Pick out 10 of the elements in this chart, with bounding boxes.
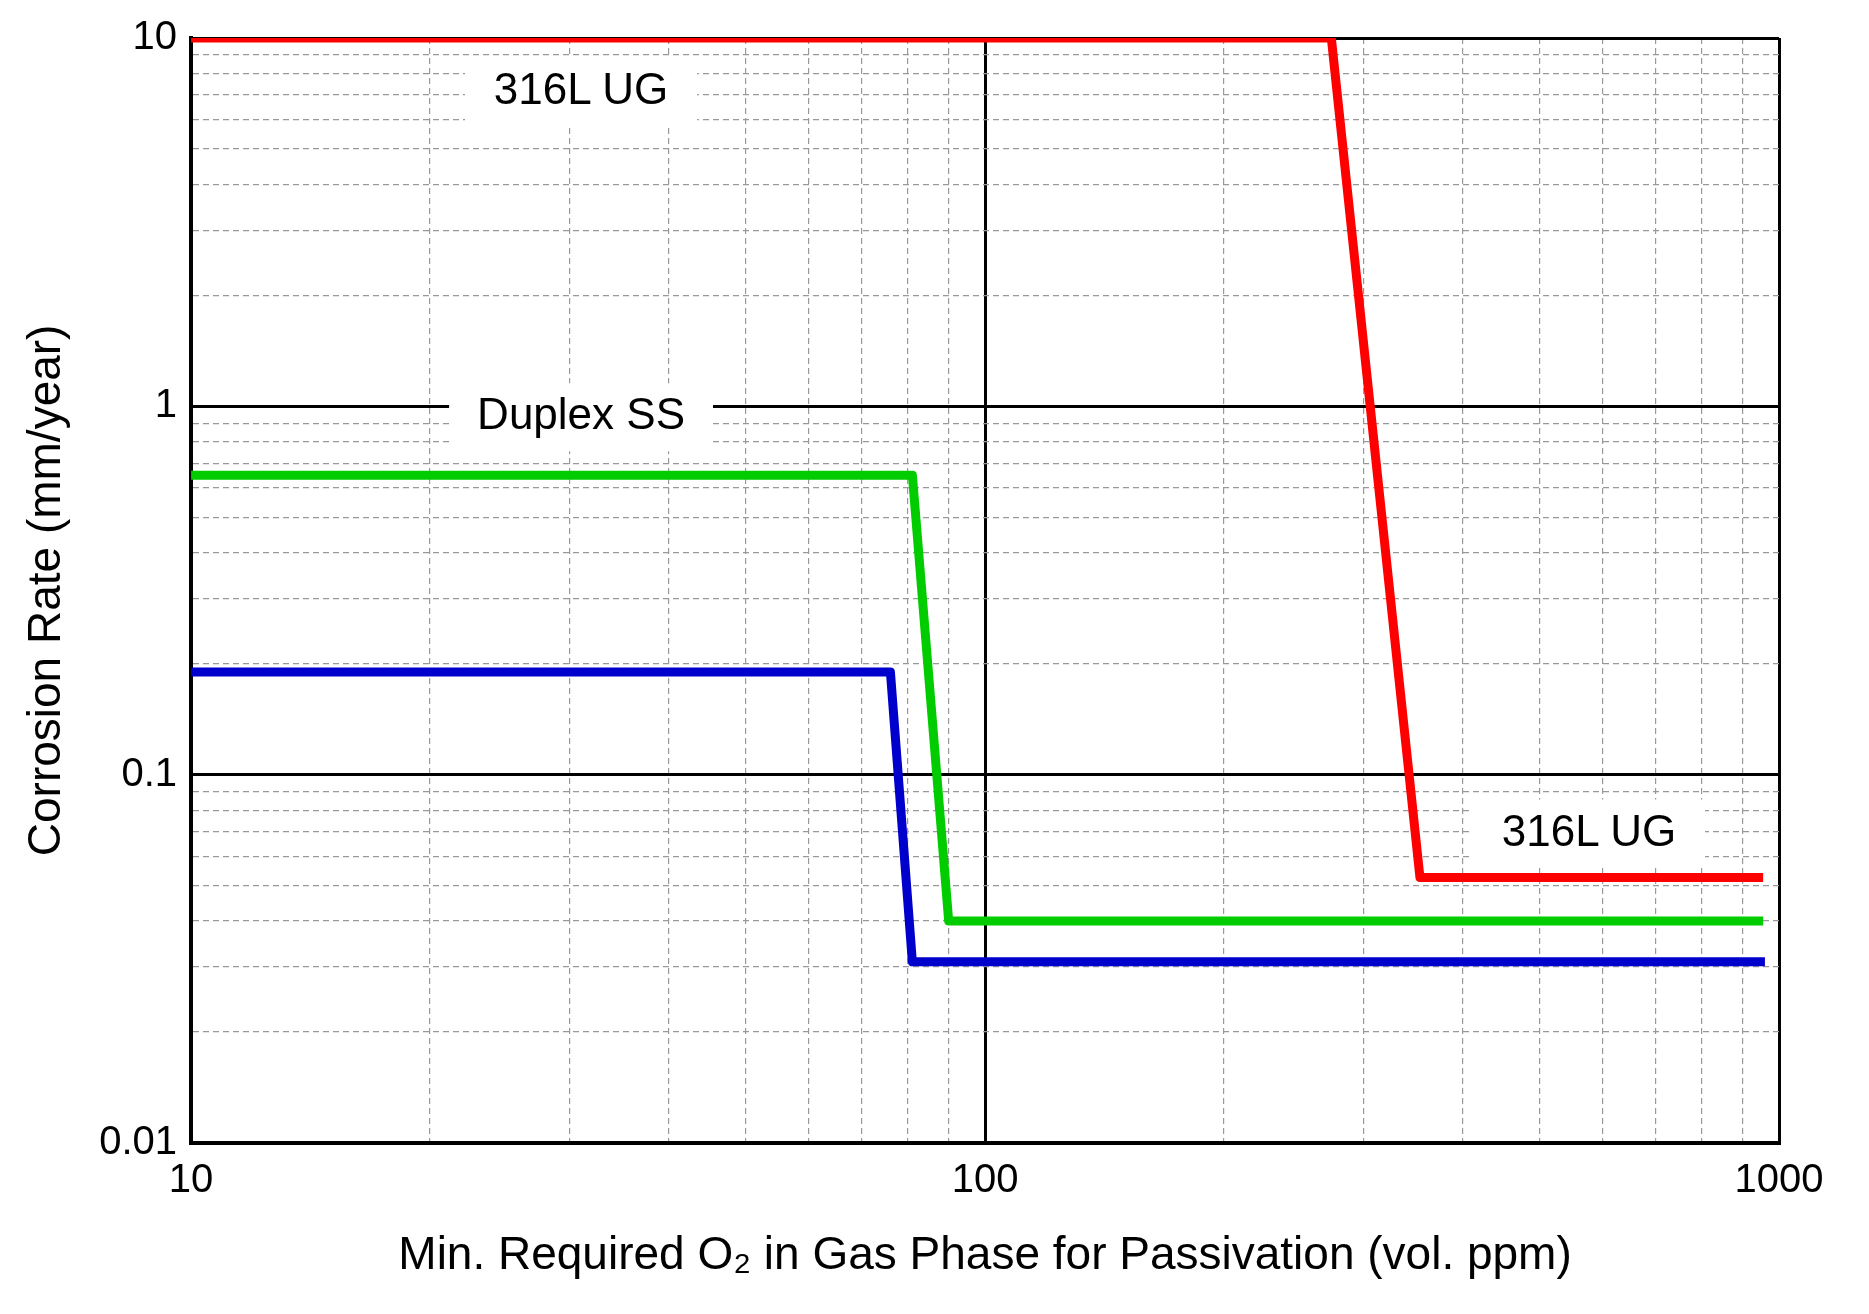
series-label: Duplex SS: [477, 389, 685, 439]
series-label: 316L UG: [493, 64, 669, 114]
y-axis-title: Corrosion Rate (mm/year): [18, 324, 71, 857]
x-tick-label: 100: [951, 1155, 1019, 1200]
x-axis-title: Min. Required O₂ in Gas Phase for Passivation (vol. ppm): [398, 1227, 1572, 1280]
x-tick-label: 1000: [1734, 1155, 1824, 1200]
y-tick-label: 0.1: [121, 749, 178, 794]
annotation: 316L UG: [1501, 805, 1677, 855]
y-tick-label: 1: [154, 381, 178, 426]
y-tick-label: 10: [132, 13, 178, 58]
